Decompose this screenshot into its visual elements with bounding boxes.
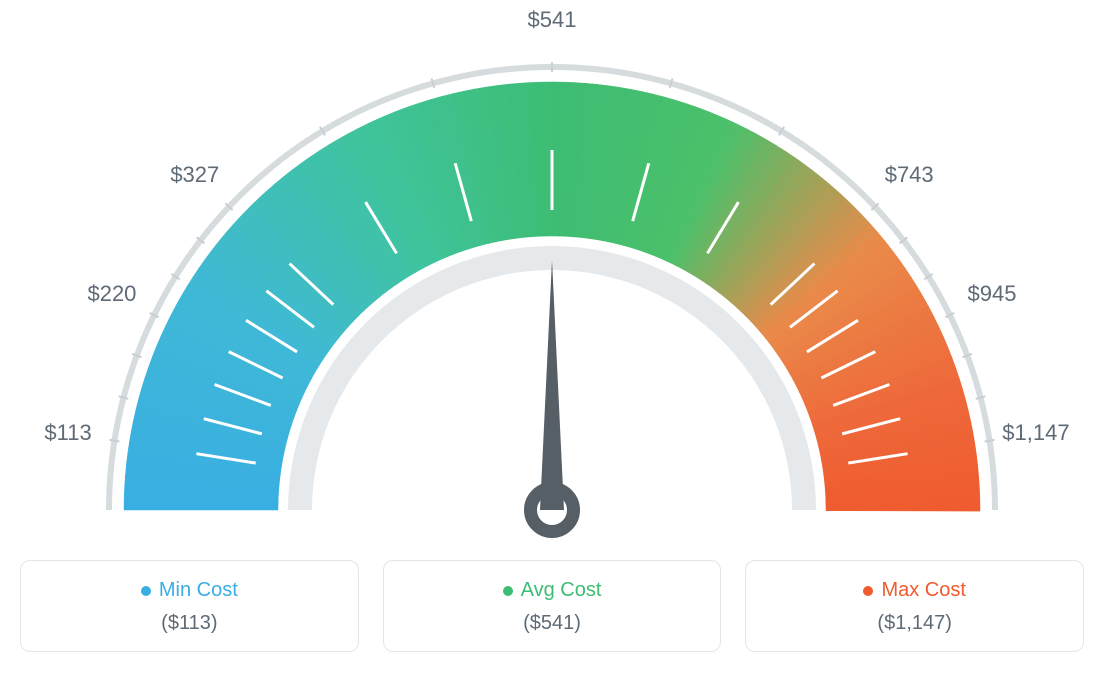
dot-icon — [141, 586, 151, 596]
legend-title-avg: Avg Cost — [503, 579, 602, 602]
gauge-tick-label: $113 — [44, 420, 91, 446]
legend-card-max: Max Cost ($1,147) — [745, 560, 1084, 652]
legend-value: ($541) — [394, 612, 711, 635]
gauge-tick-label: $1,147 — [1002, 420, 1069, 446]
gauge-tick-label: $743 — [885, 162, 934, 188]
legend-title-max: Max Cost — [863, 579, 965, 602]
gauge-tick-label: $220 — [87, 281, 136, 307]
legend-card-avg: Avg Cost ($541) — [383, 560, 722, 652]
gauge-svg — [20, 20, 1084, 540]
legend-title-min: Min Cost — [141, 579, 238, 602]
gauge-tick-label: $541 — [528, 7, 577, 33]
cost-gauge: $113$220$327$541$743$945$1,147 — [20, 20, 1084, 540]
gauge-tick-label: $945 — [968, 281, 1017, 307]
dot-icon — [503, 586, 513, 596]
legend-value: ($1,147) — [756, 612, 1073, 635]
legend-label: Max Cost — [881, 579, 965, 602]
legend-card-min: Min Cost ($113) — [20, 560, 359, 652]
dot-icon — [863, 586, 873, 596]
legend-label: Min Cost — [159, 579, 238, 602]
gauge-tick-label: $327 — [170, 162, 219, 188]
legend-value: ($113) — [31, 612, 348, 635]
legend-label: Avg Cost — [521, 579, 602, 602]
legend-row: Min Cost ($113) Avg Cost ($541) Max Cost… — [20, 560, 1084, 652]
